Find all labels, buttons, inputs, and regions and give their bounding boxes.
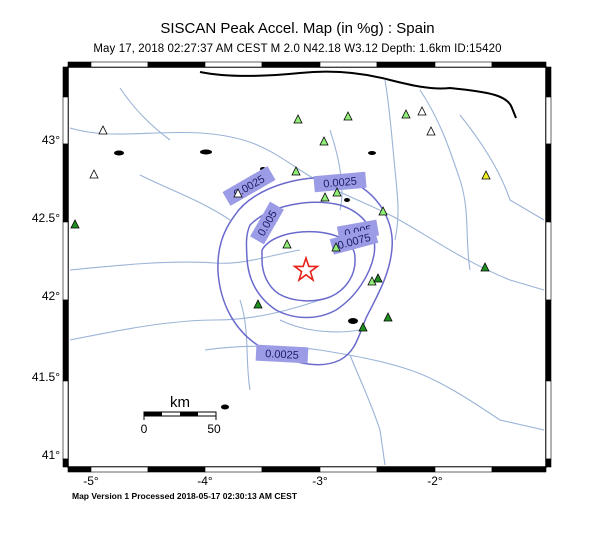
- station-triangle: [89, 169, 99, 179]
- frame-bar: [67, 61, 92, 68]
- station-triangle: [358, 322, 368, 332]
- lat-tick-label: 41.5°: [32, 370, 60, 384]
- station-triangle: [291, 166, 301, 176]
- lat-tick-label: 43°: [42, 133, 60, 147]
- frame-bar: [434, 466, 493, 473]
- epicenter-star: [292, 255, 320, 283]
- frame-bar: [204, 466, 263, 473]
- event-info: May 17, 2018 02:27:37 AM CEST M 2.0 N42.…: [93, 43, 502, 55]
- contour-label: 0.0025: [313, 171, 367, 193]
- frame-bar: [261, 61, 321, 68]
- station-triangle: [293, 114, 303, 124]
- processing-info: Map Version 1 Processed 2018-05-17 02:30…: [72, 491, 298, 501]
- station-triangle: [367, 276, 377, 286]
- scale-bar-start: 0: [141, 422, 148, 436]
- scale-bar-title: km: [170, 394, 190, 411]
- river: [69, 127, 545, 291]
- station-triangle: [426, 126, 436, 136]
- frame-bar: [62, 299, 69, 382]
- frame-bar: [319, 61, 378, 68]
- frame-bar: [62, 380, 69, 460]
- map-title: SISCAN Peak Accel. Map (in %g) : Spain: [160, 20, 435, 37]
- frame-bar: [491, 466, 547, 473]
- frame-bar: [147, 61, 206, 68]
- frame-bar: [62, 66, 69, 98]
- frame-bar: [90, 466, 149, 473]
- frame-bar: [319, 466, 378, 473]
- frame-bar: [491, 61, 547, 68]
- frame-bar: [545, 221, 552, 301]
- frame-bar: [545, 380, 552, 460]
- frame-bar: [261, 466, 321, 473]
- river: [139, 174, 231, 221]
- station-triangle: [319, 136, 329, 146]
- station-triangle: [282, 239, 292, 249]
- station-triangle: [373, 273, 383, 283]
- frame-bar: [90, 61, 149, 68]
- river: [349, 354, 386, 466]
- frame-bar: [545, 299, 552, 382]
- station-triangle: [332, 187, 342, 197]
- frame-ticks: [62, 61, 552, 473]
- station-triangle: [383, 312, 393, 322]
- lon-tick-label: -4°: [197, 474, 213, 488]
- frame-bar: [545, 96, 552, 145]
- frame-bar: [62, 221, 69, 301]
- frame-bar: [545, 458, 552, 468]
- station-triangle: [320, 192, 330, 202]
- contour-0.0075: [261, 230, 356, 302]
- frame-bar: [434, 61, 493, 68]
- river: [69, 299, 321, 341]
- station-triangle: [417, 106, 427, 116]
- river: [419, 89, 471, 271]
- river: [69, 249, 301, 271]
- station-triangle: [378, 206, 388, 216]
- river: [279, 319, 361, 333]
- river: [119, 87, 171, 141]
- lon-tick-label: -2°: [427, 474, 443, 488]
- river: [329, 129, 343, 211]
- frame-bar: [62, 96, 69, 145]
- river: [384, 79, 399, 241]
- frame-bar: [545, 143, 552, 223]
- station-triangle: [343, 111, 353, 121]
- frame-bar: [62, 143, 69, 223]
- station-triangle: [70, 219, 80, 229]
- station-triangle: [481, 170, 491, 180]
- contour-label-text: 0.0025: [265, 348, 299, 362]
- scale-bar: km 0 50: [141, 394, 221, 436]
- lat-tick-labels: 43° 42.5° 42° 41.5° 41°: [32, 133, 60, 462]
- frame-bar: [147, 466, 206, 473]
- frame-bar: [376, 466, 436, 473]
- frame-bar: [376, 61, 436, 68]
- frame-bar: [545, 66, 552, 98]
- station-triangle: [480, 262, 490, 272]
- river: [459, 114, 545, 221]
- lon-tick-label: -3°: [312, 474, 328, 488]
- coastline: [199, 70, 517, 119]
- contour-label: 0.0025: [255, 344, 309, 364]
- lat-tick-label: 42.5°: [32, 211, 60, 225]
- river: [239, 299, 251, 391]
- lat-tick-label: 41°: [42, 448, 60, 462]
- lat-tick-label: 42°: [42, 289, 60, 303]
- station-triangle: [233, 188, 243, 198]
- frame-bar: [62, 458, 69, 468]
- lon-tick-label: -5°: [83, 474, 99, 488]
- station-triangle: [98, 125, 108, 135]
- lon-tick-labels: -5° -4° -3° -2°: [83, 474, 443, 488]
- stations: [70, 106, 491, 332]
- frame-bar: [67, 466, 92, 473]
- frame-bar: [204, 61, 263, 68]
- contour-label-text: 0.0025: [323, 176, 358, 191]
- station-triangle: [253, 299, 263, 309]
- station-triangle: [401, 109, 411, 119]
- contour-0.005: [245, 201, 376, 319]
- scale-bar-end: 50: [207, 422, 221, 436]
- station-triangle: [331, 242, 341, 252]
